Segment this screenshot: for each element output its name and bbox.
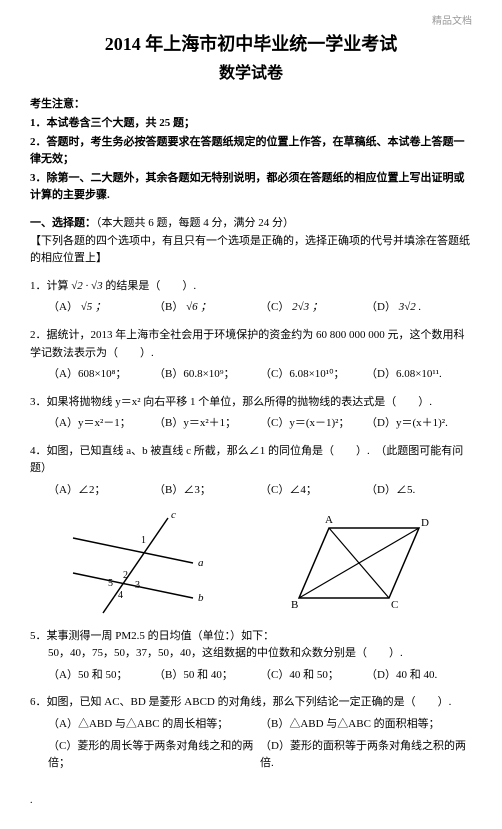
q6-opt-a: （A）△ABD 与△ABC 的周长相等； [48,716,260,734]
label-c: c [171,509,176,521]
q6-opt-d: （D）菱形的面积等于两条对角线之积的两倍. [260,738,472,773]
question-2: 2．据统计，2013 年上海市全社会用于环境保护的资金约为 60 800 000… [30,327,472,362]
q3-opt-d: （D）y＝(x＋1)². [366,415,472,433]
label-C: C [391,599,398,611]
label-D: D [421,517,429,529]
label-1: 1 [141,535,146,546]
q1-stem-b: 的结果是（ ）. [105,280,196,292]
q6-options-row2: （C）菱形的周长等于两条对角线之和的两倍； （D）菱形的面积等于两条对角线之积的… [48,738,472,773]
section-desc: （本大题共 6 题，每题 4 分，满分 24 分） [96,217,294,229]
q4-opt-d: （D）∠5. [366,482,472,500]
notice-item: 1．本试卷含三个大题，共 25 题； [30,115,472,133]
footer-dot: . [30,793,472,809]
q3-opt-a: （A）y＝x²－1； [48,415,154,433]
q3-opt-b: （B）y＝x²＋1； [154,415,260,433]
q2-opt-c: （C）6.08×10¹⁰； [260,366,366,384]
label-b: b [198,592,204,604]
q3-options: （A）y＝x²－1； （B）y＝x²＋1； （C）y＝(x－1)²； （D）y＝… [48,415,472,433]
watermark: 精品文档 [432,14,472,30]
question-3: 3．如果将抛物线 y＝x² 向右平移 1 个单位，那么所得的抛物线的表达式是（ … [30,394,472,412]
q1-opt-d: （D） 3√2 . [366,299,472,317]
main-title: 2014 年上海市初中毕业统一学业考试 [30,30,472,59]
question-6: 6．如图，已知 AC、BD 是菱形 ABCD 的对角线，那么下列结论一定正确的是… [30,694,472,712]
section-1-head: 一、选择题：（本大题共 6 题，每题 4 分，满分 24 分） [30,215,472,233]
figure-rhombus: A D B C [279,508,439,618]
q1-opt-c: （C） 2√3 ； [260,299,366,317]
question-4: 4．如图，已知直线 a、b 被直线 c 所截，那么∠1 的同位角是（ ）. （此… [30,443,472,478]
q3-opt-c: （C）y＝(x－1)²； [260,415,366,433]
figure-row: a b c 1 2 3 4 5 A D B C [30,508,472,618]
notice-item: 3．除第一、二大题外，其余各题如无特别说明，都必须在答题纸的相应位置上写出证明或… [30,170,472,205]
label-5: 5 [108,578,113,589]
label-A: A [325,514,333,526]
q5-opt-d: （D）40 和 40. [366,667,472,685]
q5-opt-a: （A）50 和 50； [48,667,154,685]
section-instruction: 【下列各题的四个选项中，有且只有一个选项是正确的，选择正确项的代号并填涂在答题纸… [30,233,472,268]
q1-stem-a: 1．计算 [30,280,69,292]
q2-opt-d: （D）6.08×10¹¹. [366,366,472,384]
q2-opt-b: （B）60.8×10⁹； [154,366,260,384]
notice-item: 2．答题时，考生务必按答题要求在答题纸规定的位置上作答，在草稿纸、本试卷上答题一… [30,134,472,169]
q2-opt-a: （A）608×10⁸； [48,366,154,384]
label-a: a [198,557,204,569]
q6-opt-c: （C）菱形的周长等于两条对角线之和的两倍； [48,738,260,773]
q6-options-row1: （A）△ABD 与△ABC 的周长相等； （B）△ABD 与△ABC 的面积相等… [48,716,472,734]
q5-data: 50，40，75，50，37，50，40，这组数据的中位数和众数分别是（ ）. [48,645,472,663]
figure-lines: a b c 1 2 3 4 5 [63,508,213,618]
q4-opt-b: （B）∠3； [154,482,260,500]
q1-opt-a: （A） √5 ； [48,299,154,317]
q5-opt-b: （B）50 和 40； [154,667,260,685]
q5-opt-c: （C）40 和 50； [260,667,366,685]
section-label: 一、选择题： [30,217,96,229]
q1-options: （A） √5 ； （B） √6 ； （C） 2√3 ； （D） 3√2 . [48,299,472,317]
label-4: 4 [118,590,123,601]
q4-options: （A）∠2； （B）∠3； （C）∠4； （D）∠5. [48,482,472,500]
subtitle: 数学试卷 [30,61,472,87]
label-2: 2 [123,570,128,581]
q4-opt-c: （C）∠4； [260,482,366,500]
q1-opt-b: （B） √6 ； [154,299,260,317]
question-1: 1．计算 √2 · √3 的结果是（ ）. [30,278,472,296]
q5-options: （A）50 和 50； （B）50 和 40； （C）40 和 50； （D）4… [48,667,472,685]
label-B: B [291,599,298,611]
notice-head: 考生注意： [30,96,472,114]
question-5: 5．某事测得一周 PM2.5 的日均值（单位：）如下： [30,628,472,646]
q2-options: （A）608×10⁸； （B）60.8×10⁹； （C）6.08×10¹⁰； （… [48,366,472,384]
q1-expr: √2 · √3 [71,280,102,292]
label-3: 3 [135,580,140,591]
q6-opt-b: （B）△ABD 与△ABC 的面积相等； [260,716,472,734]
q4-opt-a: （A）∠2； [48,482,154,500]
